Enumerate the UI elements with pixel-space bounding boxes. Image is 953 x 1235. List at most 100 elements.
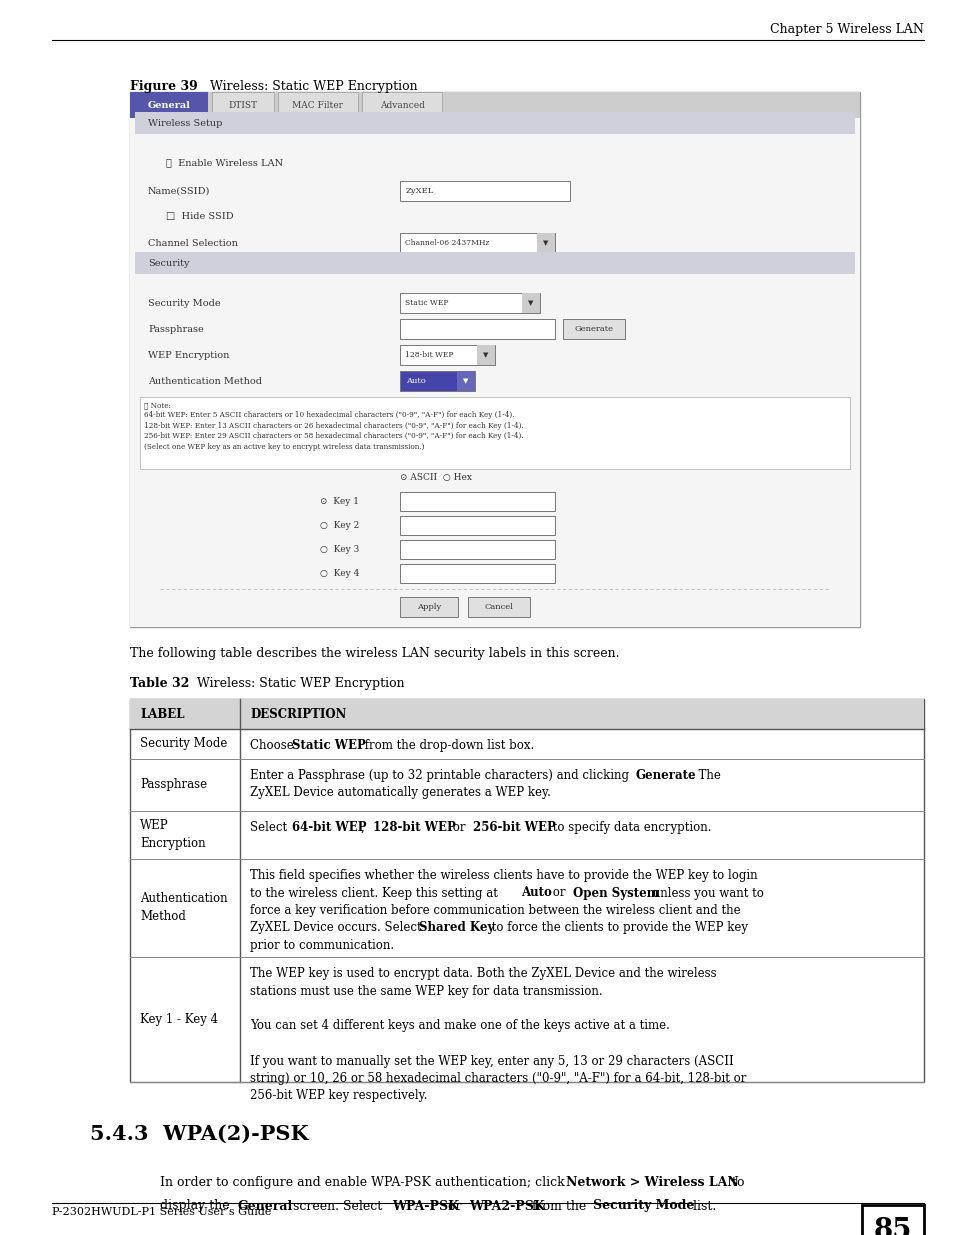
Text: DESCRIPTION: DESCRIPTION <box>250 708 346 720</box>
Text: string) or 10, 26 or 58 hexadecimal characters ("0-9", "A-F") for a 64-bit, 128-: string) or 10, 26 or 58 hexadecimal char… <box>250 1072 745 1086</box>
Bar <box>399 563 555 583</box>
Bar <box>521 293 539 312</box>
Text: to: to <box>727 1176 743 1189</box>
Text: ☑  Enable Wireless LAN: ☑ Enable Wireless LAN <box>166 158 283 168</box>
Text: General: General <box>237 1199 293 1213</box>
Text: Name(SSID): Name(SSID) <box>148 186 211 195</box>
Text: Shared Key: Shared Key <box>418 921 494 935</box>
Text: WPA2-PSK: WPA2-PSK <box>469 1199 544 1213</box>
Text: P-2302HWUDL-P1 Series User’s Guide: P-2302HWUDL-P1 Series User’s Guide <box>52 1207 271 1216</box>
Bar <box>361 91 441 116</box>
Bar <box>476 345 495 366</box>
Bar <box>399 233 555 253</box>
Text: ▼: ▼ <box>528 300 533 306</box>
Text: If you want to manually set the WEP key, enter any 5, 13 or 29 characters (ASCII: If you want to manually set the WEP key,… <box>250 1055 733 1067</box>
Text: Security Mode: Security Mode <box>140 737 227 750</box>
Text: ○  Key 4: ○ Key 4 <box>319 568 359 578</box>
Text: LABEL: LABEL <box>140 708 184 720</box>
Bar <box>399 492 555 510</box>
Text: Security: Security <box>148 258 190 268</box>
Bar <box>212 91 274 116</box>
Bar <box>399 319 555 338</box>
Text: to specify data encryption.: to specify data encryption. <box>549 821 711 834</box>
Text: Channel-06 2437MHz: Channel-06 2437MHz <box>405 240 489 247</box>
Text: Figure 39: Figure 39 <box>130 80 197 93</box>
Bar <box>537 233 555 253</box>
Text: The WEP key is used to encrypt data. Both the ZyXEL Device and the wireless: The WEP key is used to encrypt data. Bot… <box>250 967 716 981</box>
Bar <box>399 540 555 558</box>
Text: Auto: Auto <box>520 887 551 899</box>
Bar <box>399 182 569 201</box>
Text: In order to configure and enable WPA-PSK authentication; click: In order to configure and enable WPA-PSK… <box>160 1176 568 1189</box>
Text: Choose: Choose <box>250 739 297 752</box>
Text: list.: list. <box>688 1199 715 1213</box>
Text: Generate: Generate <box>574 325 613 333</box>
Text: Wireless: Static WEP Encryption: Wireless: Static WEP Encryption <box>185 677 404 690</box>
Text: from the drop-down list box.: from the drop-down list box. <box>361 739 534 752</box>
Text: stations must use the same WEP key for data transmission.: stations must use the same WEP key for d… <box>250 984 602 998</box>
Bar <box>130 91 859 627</box>
Text: ZyXEL Device occurs. Select: ZyXEL Device occurs. Select <box>250 921 425 935</box>
Text: Cancel: Cancel <box>484 603 513 611</box>
Text: WEP: WEP <box>140 819 169 832</box>
Text: ▼: ▼ <box>483 352 488 358</box>
Bar <box>130 119 859 627</box>
Text: DTIST: DTIST <box>229 100 257 110</box>
Text: 128-bit WEP: 128-bit WEP <box>373 821 456 834</box>
Bar <box>130 699 923 729</box>
Bar <box>130 699 923 1082</box>
Text: Static WEP: Static WEP <box>292 739 366 752</box>
Text: Encryption: Encryption <box>140 837 206 850</box>
Text: 128-bit WEP: 128-bit WEP <box>405 351 453 359</box>
Text: force a key verification before communication between the wireless client and th: force a key verification before communic… <box>250 904 740 918</box>
Text: 64-bit WEP: 64-bit WEP <box>292 821 366 834</box>
Text: MAC Filter: MAC Filter <box>293 100 343 110</box>
Text: Authentication Method: Authentication Method <box>148 377 262 385</box>
Bar <box>130 91 859 119</box>
Text: This field specifies whether the wireless clients have to provide the WEP key to: This field specifies whether the wireles… <box>250 869 757 882</box>
Text: ,: , <box>361 821 368 834</box>
Bar <box>456 370 475 391</box>
Text: 256-bit WEP key respectively.: 256-bit WEP key respectively. <box>250 1089 427 1103</box>
Bar <box>135 252 854 274</box>
Text: ZyXEL: ZyXEL <box>406 186 434 195</box>
Text: ○  Key 2: ○ Key 2 <box>319 520 359 530</box>
Text: Security Mode: Security Mode <box>592 1199 693 1213</box>
Text: to force the clients to provide the WEP key: to force the clients to provide the WEP … <box>487 921 747 935</box>
Text: Wireless Setup: Wireless Setup <box>148 119 222 127</box>
Text: You can set 4 different keys and make one of the keys active at a time.: You can set 4 different keys and make on… <box>250 1020 669 1032</box>
Text: ○  Key 3: ○ Key 3 <box>319 545 359 553</box>
Text: Key 1 - Key 4: Key 1 - Key 4 <box>140 1013 218 1025</box>
Text: . The: . The <box>690 769 720 782</box>
Text: 5.4.3  WPA(2)-PSK: 5.4.3 WPA(2)-PSK <box>90 1124 309 1144</box>
Text: Network > Wireless LAN: Network > Wireless LAN <box>565 1176 738 1189</box>
Text: The following table describes the wireless LAN security labels in this screen.: The following table describes the wirele… <box>130 647 618 659</box>
Text: or: or <box>449 821 469 834</box>
Text: or: or <box>443 1199 464 1213</box>
Text: □  Hide SSID: □ Hide SSID <box>166 212 233 221</box>
Text: WEP Encryption: WEP Encryption <box>148 351 229 359</box>
Text: ZyXEL Device automatically generates a WEP key.: ZyXEL Device automatically generates a W… <box>250 787 550 799</box>
Text: ☛ Note:
64-bit WEP: Enter 5 ASCII characters or 10 hexadecimal characters ("0-9": ☛ Note: 64-bit WEP: Enter 5 ASCII charac… <box>144 401 523 451</box>
Text: or: or <box>548 887 568 899</box>
Text: display the: display the <box>160 1199 233 1213</box>
Bar <box>399 597 457 618</box>
Text: 85: 85 <box>873 1216 911 1235</box>
Text: ⊙ ASCII  ○ Hex: ⊙ ASCII ○ Hex <box>399 473 472 482</box>
Text: Chapter 5 Wireless LAN: Chapter 5 Wireless LAN <box>769 23 923 36</box>
Text: from the: from the <box>528 1199 590 1213</box>
Text: Channel Selection: Channel Selection <box>148 238 237 247</box>
Text: screen. Select: screen. Select <box>289 1199 386 1213</box>
Text: Generate: Generate <box>635 769 696 782</box>
Bar <box>140 396 849 469</box>
Text: WPA-PSK: WPA-PSK <box>392 1199 458 1213</box>
Bar <box>399 370 475 391</box>
Text: Static WEP: Static WEP <box>405 299 448 308</box>
Bar <box>862 1205 923 1235</box>
Text: ⊙  Key 1: ⊙ Key 1 <box>319 496 358 505</box>
Text: Passphrase: Passphrase <box>140 778 207 790</box>
Bar <box>277 91 357 116</box>
Bar <box>562 319 624 338</box>
Bar <box>130 91 208 119</box>
Text: General: General <box>148 100 191 110</box>
